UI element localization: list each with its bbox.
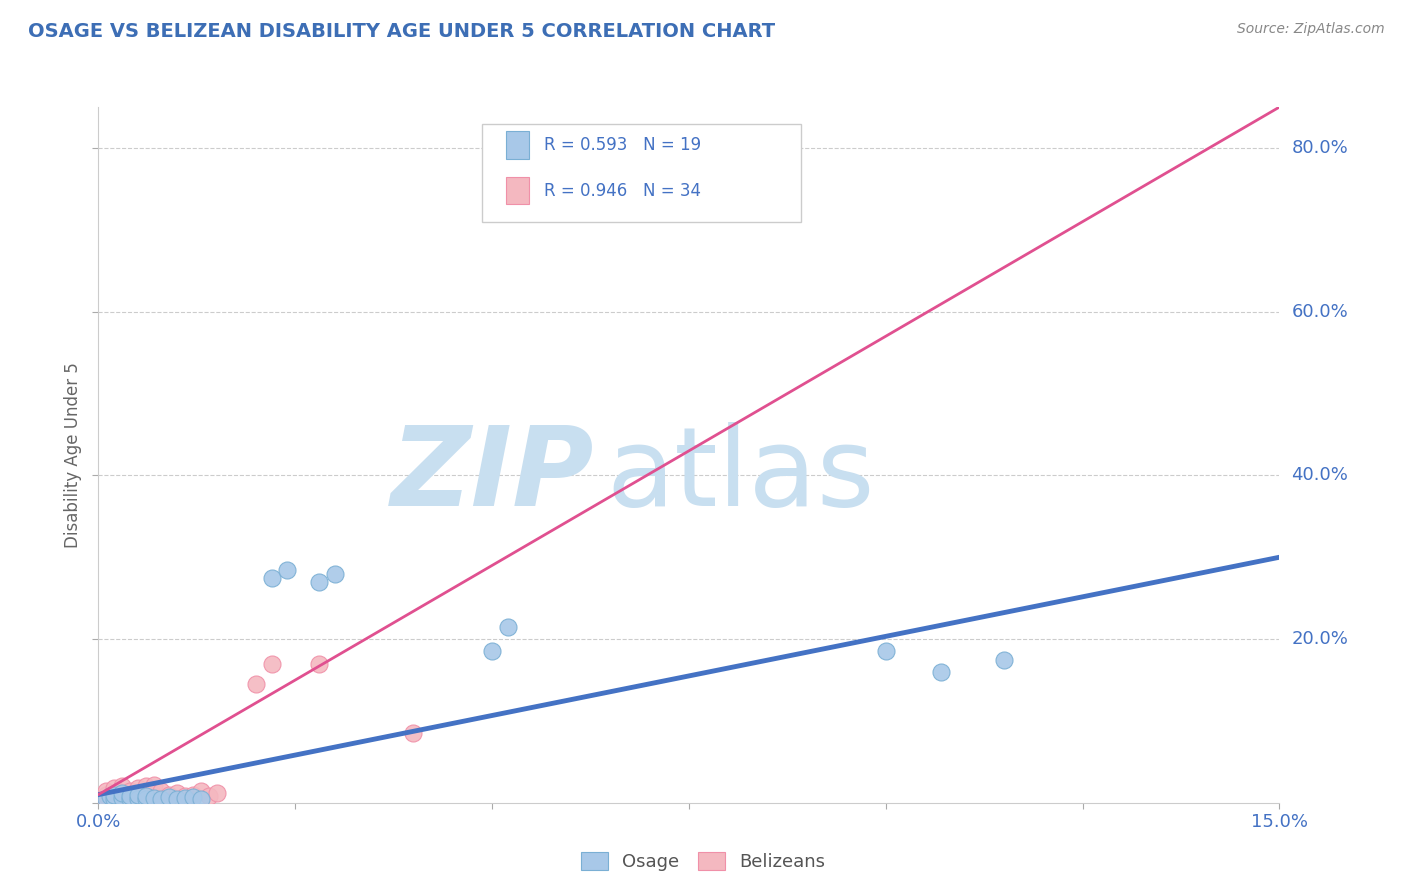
- Text: Source: ZipAtlas.com: Source: ZipAtlas.com: [1237, 22, 1385, 37]
- Point: [245, 677, 267, 691]
- Point: [135, 791, 157, 805]
- Point: [678, 178, 700, 192]
- Point: [260, 657, 283, 671]
- Point: [118, 791, 141, 805]
- Point: [127, 790, 149, 805]
- Point: [929, 665, 952, 679]
- Point: [623, 194, 645, 209]
- Point: [135, 789, 157, 804]
- Text: 60.0%: 60.0%: [1291, 302, 1348, 321]
- FancyBboxPatch shape: [482, 124, 801, 222]
- Point: [111, 786, 134, 800]
- Point: [103, 788, 125, 802]
- Point: [496, 620, 519, 634]
- Point: [481, 644, 503, 658]
- Point: [174, 789, 197, 804]
- Point: [190, 783, 212, 797]
- Point: [111, 780, 134, 794]
- Text: ZIP: ZIP: [391, 422, 595, 529]
- Y-axis label: Disability Age Under 5: Disability Age Under 5: [63, 362, 82, 548]
- Point: [118, 789, 141, 804]
- Point: [111, 790, 134, 805]
- Point: [190, 791, 212, 805]
- Point: [96, 788, 118, 802]
- Point: [599, 202, 621, 217]
- Legend: Osage, Belizeans: Osage, Belizeans: [574, 845, 832, 879]
- Point: [103, 780, 125, 795]
- Point: [260, 571, 283, 585]
- Text: OSAGE VS BELIZEAN DISABILITY AGE UNDER 5 CORRELATION CHART: OSAGE VS BELIZEAN DISABILITY AGE UNDER 5…: [28, 22, 775, 41]
- Text: 40.0%: 40.0%: [1291, 467, 1348, 484]
- Point: [103, 788, 125, 802]
- Point: [157, 790, 180, 805]
- Point: [96, 791, 118, 805]
- Point: [103, 791, 125, 805]
- Point: [135, 789, 157, 804]
- FancyBboxPatch shape: [506, 131, 530, 159]
- Point: [96, 783, 118, 797]
- Text: atlas: atlas: [606, 422, 875, 529]
- Point: [96, 791, 118, 805]
- Point: [654, 186, 676, 200]
- Point: [150, 783, 173, 797]
- Point: [135, 780, 157, 794]
- Point: [150, 791, 173, 805]
- Point: [166, 791, 188, 805]
- FancyBboxPatch shape: [506, 177, 530, 204]
- Point: [323, 566, 346, 581]
- Point: [402, 726, 425, 740]
- Point: [142, 790, 165, 805]
- Point: [111, 786, 134, 800]
- Point: [205, 786, 228, 800]
- Point: [118, 789, 141, 804]
- Point: [157, 788, 180, 802]
- Point: [142, 778, 165, 792]
- Text: 20.0%: 20.0%: [1291, 630, 1348, 648]
- Point: [98, 789, 121, 804]
- Point: [118, 783, 141, 797]
- Point: [875, 644, 897, 658]
- Text: R = 0.593   N = 19: R = 0.593 N = 19: [544, 136, 700, 154]
- Point: [166, 786, 188, 800]
- Point: [308, 657, 330, 671]
- Point: [103, 791, 125, 805]
- Point: [197, 789, 219, 804]
- Point: [181, 790, 204, 805]
- Point: [142, 788, 165, 802]
- Point: [127, 791, 149, 805]
- Text: 80.0%: 80.0%: [1291, 139, 1348, 157]
- Point: [276, 562, 298, 576]
- Point: [993, 652, 1015, 666]
- Point: [181, 788, 204, 802]
- Point: [308, 574, 330, 589]
- Point: [127, 788, 149, 802]
- Point: [127, 780, 149, 795]
- Text: R = 0.946   N = 34: R = 0.946 N = 34: [544, 182, 700, 200]
- Point: [150, 790, 173, 805]
- Point: [174, 790, 197, 805]
- Point: [111, 791, 134, 805]
